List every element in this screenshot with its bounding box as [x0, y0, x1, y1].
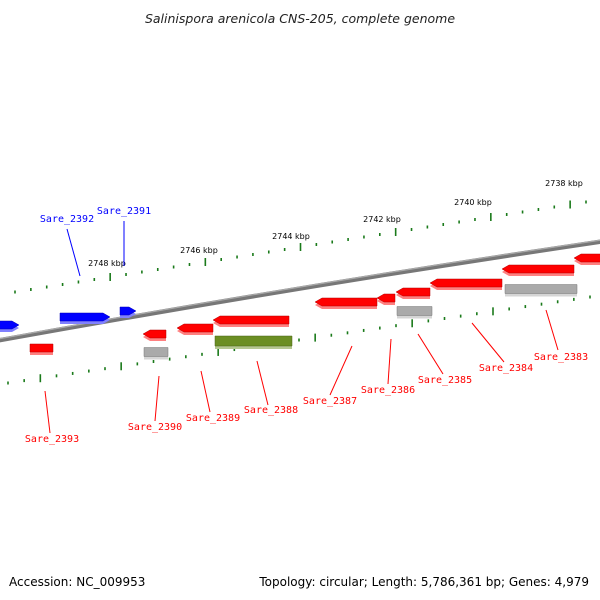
accession-text: Accession: NC_009953: [9, 575, 145, 589]
gene-arrow: [214, 335, 293, 347]
gene-arrow: [142, 329, 167, 339]
map-title: Salinispora arenicola CNS-205, complete …: [145, 11, 455, 26]
gene-arrow: [501, 264, 575, 274]
gene-arrow: [29, 343, 54, 353]
gene-arrow: [396, 306, 433, 316]
scale-label: 2748 kbp: [88, 259, 126, 268]
label-leader-line: [154, 375, 160, 422]
gene-arrow: [143, 347, 169, 357]
genome-backbone-highlight: [0, 239, 600, 340]
label-leader-line: [329, 345, 353, 396]
scale-label: 2744 kbp: [272, 232, 310, 241]
gene-label: Sare_2383: [534, 352, 588, 363]
gene-arrow: [119, 306, 137, 316]
label-leader-line: [44, 390, 51, 434]
gene-arrow: [573, 253, 600, 263]
label-leader-line: [256, 360, 269, 406]
scale-label: 2742 kbp: [363, 215, 401, 224]
scale-labels: 2738 kbp 2740 kbp 2742 kbp 2744 kbp 2746 kbp…: [88, 179, 583, 268]
gene-label: Sare_2393: [25, 434, 79, 445]
gene-arrow: [376, 293, 396, 303]
gene-arrow: [0, 320, 20, 330]
scale-label: 2738 kbp: [545, 179, 583, 188]
gene-label: Sare_2384: [479, 363, 533, 374]
gene-label: Sare_2387: [303, 396, 357, 407]
gene-arrow: [429, 278, 503, 288]
topology-text: Topology: circular; Length: 5,786,361 bp…: [258, 575, 589, 589]
gene-arrow: [314, 297, 378, 307]
gene-label: Sare_2389: [186, 413, 240, 424]
gene-label: Sare_2385: [418, 375, 472, 386]
gene-arrow: [176, 323, 214, 333]
gene-label: Sare_2390: [128, 422, 182, 433]
gene-label: Sare_2388: [244, 405, 298, 416]
label-leader-line: [417, 333, 444, 375]
gene-arrow: [395, 287, 431, 297]
gene-arrow: [504, 284, 578, 294]
gene-label: Sare_2386: [361, 385, 415, 396]
label-leader-line: [200, 370, 211, 413]
gene-label: Sare_2392: [40, 214, 94, 225]
label-leader-line: [66, 228, 81, 277]
gene-features: [0, 253, 600, 360]
label-leader-line: [471, 322, 505, 363]
scale-ticks: [7, 200, 591, 385]
label-leader-line: [545, 309, 559, 351]
scale-label: 2746 kbp: [180, 246, 218, 255]
gene-label: Sare_2391: [97, 206, 151, 217]
genome-backbone: [0, 239, 600, 343]
label-leader-line: [387, 338, 392, 385]
scale-label: 2740 kbp: [454, 198, 492, 207]
gene-arrow: [59, 312, 111, 322]
gene-arrow: [212, 315, 290, 325]
